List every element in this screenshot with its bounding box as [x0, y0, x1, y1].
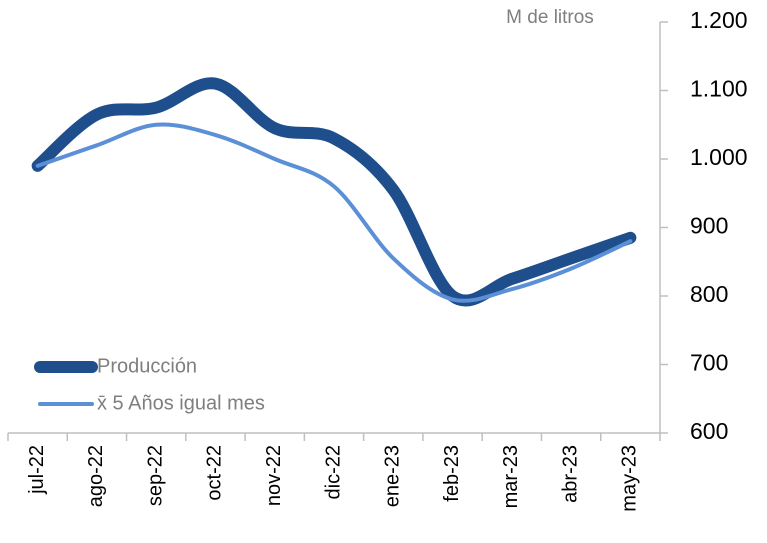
x-tick-label: nov-22	[263, 445, 285, 506]
x-tick-label: ene-23	[382, 445, 404, 507]
y-tick-label: 1.000	[690, 144, 748, 170]
y-tick-label: 800	[690, 281, 728, 307]
x-tick-label: may-23	[619, 445, 641, 512]
x-tick-label: sep-22	[144, 445, 166, 506]
x-tick-label: dic-22	[322, 445, 344, 499]
x-tick-label: abr-23	[559, 445, 581, 503]
y-tick-label: 600	[690, 418, 728, 444]
x-tick-label: feb-23	[441, 445, 463, 502]
y-tick-label: 1.200	[690, 7, 748, 33]
y-tick-label: 1.100	[690, 76, 748, 102]
y-axis-label: M de litros	[506, 7, 594, 28]
y-tick-label: 700	[690, 350, 728, 376]
line-series	[31, 77, 637, 307]
y-tick-label: 900	[690, 213, 728, 239]
line-series	[35, 122, 633, 303]
x-tick-label: oct-22	[204, 445, 226, 501]
x-tick-label: mar-23	[500, 445, 522, 508]
x-tick-label: jul-22	[26, 445, 48, 495]
legend-label: Producción	[97, 355, 197, 377]
legend-label: x̄ 5 Años igual mes	[97, 392, 265, 414]
x-tick-label: ago-22	[85, 445, 107, 507]
